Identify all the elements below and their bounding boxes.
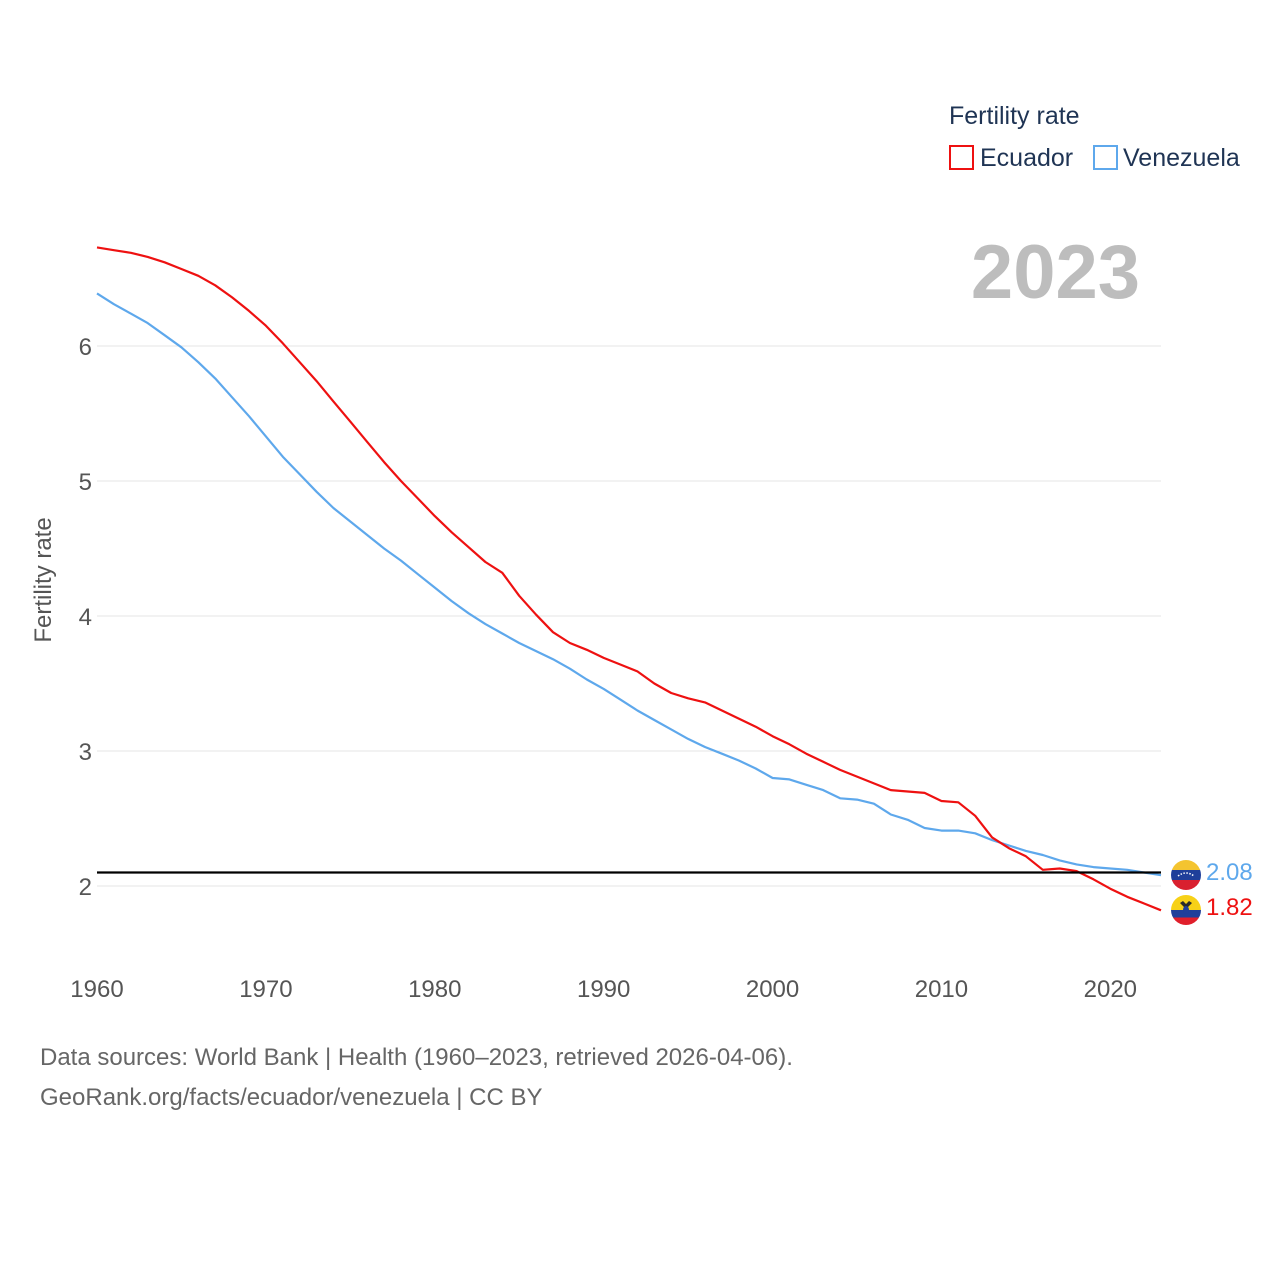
y-tick-label: 6: [79, 334, 92, 361]
series-lines: [97, 247, 1161, 910]
y-tick-label: 4: [79, 604, 92, 631]
venezuela-flag-icon: [1171, 860, 1201, 890]
x-tick-label: 2020: [1084, 976, 1137, 1003]
footer-sources: Data sources: World Bank | Health (1960–…: [40, 1044, 793, 1072]
legend-label-venezuela: Venezuela: [1123, 144, 1240, 172]
legend-title: Fertility rate: [949, 102, 1080, 130]
grid-lines: [97, 346, 1161, 886]
x-tick-label: 1960: [70, 976, 123, 1003]
ecuador-end-value: 1.82: [1206, 894, 1253, 921]
ecuador-flag-icon: [1171, 895, 1201, 925]
current-year-label: 2023: [971, 230, 1140, 315]
x-tick-label: 1970: [239, 976, 292, 1003]
legend-label-ecuador: Ecuador: [980, 144, 1073, 172]
series-line-ecuador: [97, 247, 1161, 910]
x-tick-label: 2000: [746, 976, 799, 1003]
legend-swatch-venezuela: [1094, 146, 1117, 169]
legend: Fertility rate Ecuador Venezuela: [949, 102, 1240, 172]
footer-attribution: GeoRank.org/facts/ecuador/venezuela | CC…: [40, 1084, 543, 1112]
y-axis-label: Fertility rate: [30, 517, 57, 642]
x-tick-label: 1990: [577, 976, 630, 1003]
x-tick-label: 1980: [408, 976, 461, 1003]
x-tick-label: 2010: [915, 976, 968, 1003]
end-markers: 2.08 1.82: [1171, 859, 1253, 925]
y-tick-label: 5: [79, 469, 92, 496]
y-tick-label: 2: [79, 874, 92, 901]
y-axis-ticks: 2 3 4 5 6: [79, 334, 92, 901]
x-axis-ticks: 1960 1970 1980 1990 2000 2010 2020: [70, 976, 1137, 1003]
y-tick-label: 3: [79, 739, 92, 766]
venezuela-end-value: 2.08: [1206, 859, 1253, 886]
legend-swatch-ecuador: [950, 146, 973, 169]
series-line-venezuela: [97, 293, 1161, 875]
